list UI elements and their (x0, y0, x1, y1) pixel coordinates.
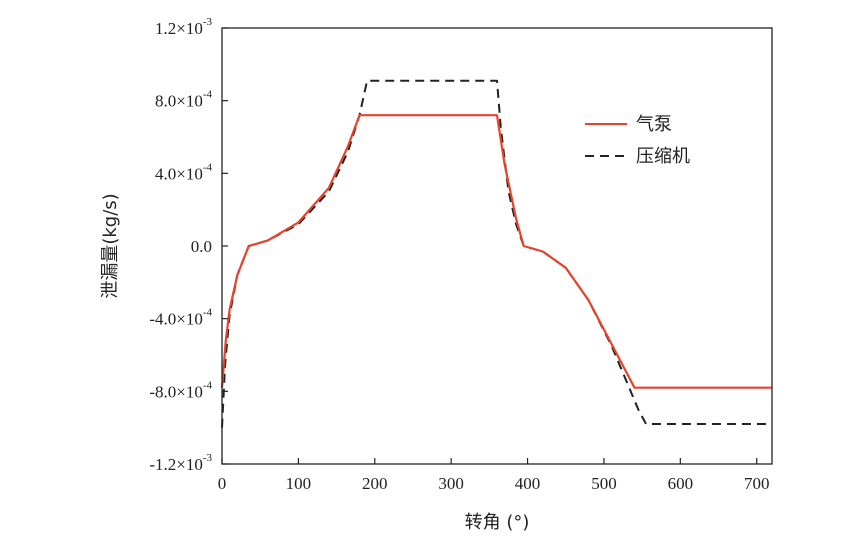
y-tick-label: 0.0 (191, 237, 212, 256)
y-tick-exponent: -3 (203, 452, 213, 464)
y-tick-mantissa: -8.0×10 (149, 382, 203, 401)
y-tick-mantissa: -4.0×10 (149, 310, 203, 329)
series-line-air-pump (220, 114, 772, 389)
x-tick-label: 200 (362, 474, 388, 493)
x-tick-label: 700 (744, 474, 770, 493)
y-tick-label: -8.0×10-4 (149, 379, 212, 401)
y-tick-label: 4.0×10-4 (155, 161, 213, 183)
y-tick-exponent: -3 (203, 16, 213, 28)
y-tick-exponent: -4 (203, 89, 213, 101)
y-tick-exponent: -4 (203, 379, 213, 391)
series-layer (220, 79, 772, 428)
y-tick-label: 8.0×10-4 (155, 89, 213, 111)
x-tick-label: 600 (668, 474, 694, 493)
y-tick-mantissa: 8.0×10 (155, 92, 203, 111)
y-tick-mantissa: -1.2×10 (149, 455, 203, 474)
y-tick-mantissa: 1.2×10 (155, 19, 203, 38)
x-tick-label: 400 (515, 474, 541, 493)
y-axis-title: 泄漏量(kg/s) (100, 193, 121, 298)
series-line-compressor (221, 79, 772, 428)
y-tick-label: -1.2×10-3 (149, 452, 212, 474)
x-tick-label: 100 (286, 474, 312, 493)
y-tick-label: 1.2×10-3 (155, 16, 213, 38)
y-tick-mantissa: 4.0×10 (155, 164, 203, 183)
legend-label: 气泵 (636, 114, 672, 135)
x-axis-title: 转角 (°) (465, 512, 530, 533)
x-tick-label: 500 (591, 474, 617, 493)
plot-frame (221, 27, 773, 465)
y-tick-label: -4.0×10-4 (149, 307, 212, 329)
x-tick-label: 300 (438, 474, 464, 493)
y-tick-mantissa: 0.0 (191, 237, 212, 256)
ticks-layer: 0 100 200 300 400 500 600 7001.2×10-38.0×10-44.… (149, 16, 769, 493)
legend-label: 压缩机 (636, 146, 690, 167)
y-tick-exponent: -4 (203, 307, 213, 319)
y-tick-exponent: -4 (203, 161, 213, 173)
x-tick-label: 0 (218, 474, 227, 493)
